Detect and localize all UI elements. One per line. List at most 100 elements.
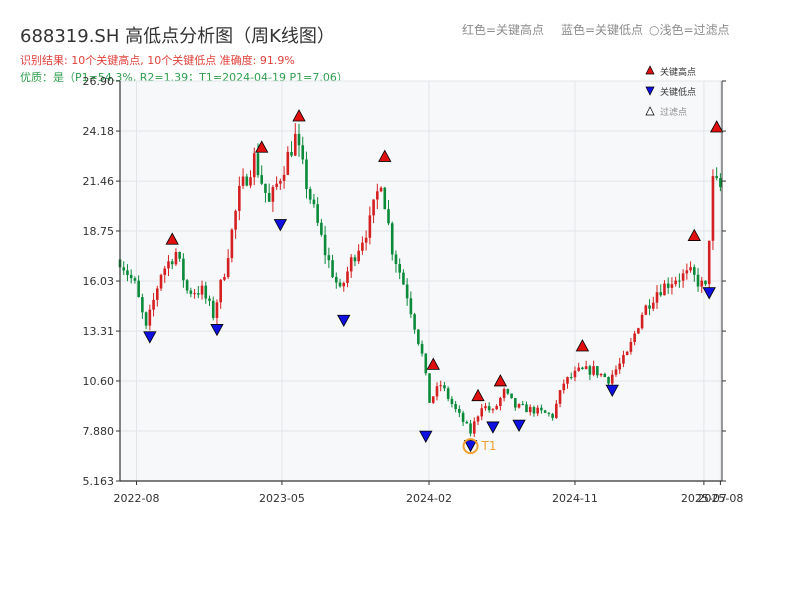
candle-body bbox=[454, 403, 457, 410]
candle-body bbox=[566, 377, 569, 384]
candle-body bbox=[446, 388, 450, 399]
candle-body bbox=[719, 178, 722, 188]
candle-body bbox=[316, 204, 319, 223]
legend-filtered: ○浅色=过滤点 bbox=[649, 23, 730, 37]
candle-body bbox=[349, 257, 353, 272]
candle-body bbox=[282, 174, 286, 181]
markers: T1 bbox=[143, 109, 724, 455]
x-tick-label: 2024-02 bbox=[406, 492, 452, 505]
candle-body bbox=[487, 406, 491, 411]
candle-body bbox=[510, 393, 513, 399]
candle-body bbox=[252, 153, 256, 178]
candle-body bbox=[521, 404, 525, 406]
x-tick-label: 2022-08 bbox=[114, 492, 160, 505]
candle-body bbox=[402, 272, 405, 285]
candle-body bbox=[185, 280, 189, 291]
candle-body bbox=[685, 270, 689, 274]
candle-body bbox=[558, 390, 562, 404]
key-high-marker bbox=[575, 339, 590, 352]
candle-body bbox=[670, 284, 674, 288]
key-high-marker bbox=[687, 228, 701, 241]
key-high-marker bbox=[493, 374, 508, 387]
candle-body bbox=[439, 385, 443, 387]
key-low-marker bbox=[419, 430, 433, 443]
candle-body bbox=[528, 407, 532, 413]
candle-body bbox=[223, 276, 226, 280]
candle-body bbox=[334, 276, 338, 283]
candle-body bbox=[219, 279, 222, 303]
key-high-marker bbox=[471, 388, 485, 402]
key-low-marker bbox=[337, 314, 351, 328]
key-low-marker bbox=[512, 419, 526, 432]
candle-body bbox=[584, 366, 588, 370]
key-high-marker bbox=[292, 109, 306, 122]
y-tick-label: 13.31 bbox=[83, 325, 115, 338]
result-line: 识别结果: 10个关键高点, 10个关键低点 准确度: 91.9% bbox=[20, 54, 295, 67]
candle-body bbox=[424, 353, 428, 374]
candle-body bbox=[543, 410, 547, 413]
candle-body bbox=[707, 240, 711, 285]
candle-body bbox=[148, 309, 152, 326]
candle-body bbox=[536, 407, 539, 414]
candle-body bbox=[167, 261, 170, 269]
candle-body bbox=[666, 283, 670, 288]
candle-body bbox=[170, 261, 174, 265]
candle-body bbox=[293, 133, 297, 156]
key-low-marker bbox=[463, 439, 478, 453]
candle-body bbox=[405, 284, 409, 299]
candle-body bbox=[599, 373, 603, 376]
candle-body bbox=[502, 389, 506, 398]
candle-body bbox=[208, 298, 211, 301]
candle-body bbox=[398, 264, 401, 273]
y-tick-label: 24.18 bbox=[83, 125, 115, 138]
candle-body bbox=[155, 288, 159, 300]
candle-body bbox=[506, 389, 510, 394]
candle-body bbox=[323, 234, 327, 256]
t1-circle bbox=[462, 438, 479, 455]
candle-body bbox=[286, 151, 290, 175]
key-low-marker bbox=[210, 324, 224, 337]
candle-body bbox=[648, 305, 651, 309]
key-low-marker bbox=[273, 219, 288, 232]
candle-body bbox=[122, 267, 126, 271]
candle-body bbox=[230, 229, 234, 259]
candle-body bbox=[655, 292, 659, 303]
candle-body bbox=[420, 343, 424, 354]
candle-body bbox=[692, 267, 696, 275]
candle-body bbox=[689, 267, 692, 271]
candle-body bbox=[305, 159, 308, 189]
candle-body bbox=[342, 282, 346, 287]
candle-body bbox=[383, 187, 387, 210]
key-high-marker bbox=[165, 232, 179, 245]
candle-body bbox=[211, 300, 215, 318]
x-tick-label: 2025-07 bbox=[681, 492, 727, 505]
candle-body bbox=[260, 175, 264, 184]
candle-body bbox=[338, 282, 342, 287]
candle-body bbox=[633, 333, 636, 342]
candle-body bbox=[517, 404, 521, 408]
candle-body bbox=[327, 255, 331, 261]
candle-body bbox=[461, 412, 465, 422]
candle-body bbox=[603, 373, 607, 377]
candle-body bbox=[431, 396, 435, 403]
legend-low-label: 关键低点 bbox=[660, 86, 696, 98]
candle-body bbox=[379, 187, 383, 192]
candle-body bbox=[271, 187, 275, 202]
candle-body bbox=[513, 398, 517, 408]
candle-body bbox=[193, 293, 196, 295]
chart-title: 688319.SH 高低点分析图（周K线图） bbox=[20, 26, 335, 47]
candle-body bbox=[279, 180, 282, 184]
candle-body bbox=[458, 409, 461, 413]
x-tick-label: 2025-08 bbox=[697, 492, 743, 505]
candle-body bbox=[152, 299, 155, 310]
candle-body bbox=[607, 376, 610, 384]
candle-body bbox=[696, 274, 700, 287]
candle-body bbox=[137, 280, 140, 298]
legend-high-label: 关键高点 bbox=[660, 66, 696, 78]
candle-body bbox=[577, 367, 580, 371]
candle-body bbox=[640, 314, 644, 329]
candle-body bbox=[241, 176, 245, 186]
candle-body bbox=[715, 176, 718, 179]
axes bbox=[116, 80, 726, 485]
candle-body bbox=[711, 176, 715, 241]
